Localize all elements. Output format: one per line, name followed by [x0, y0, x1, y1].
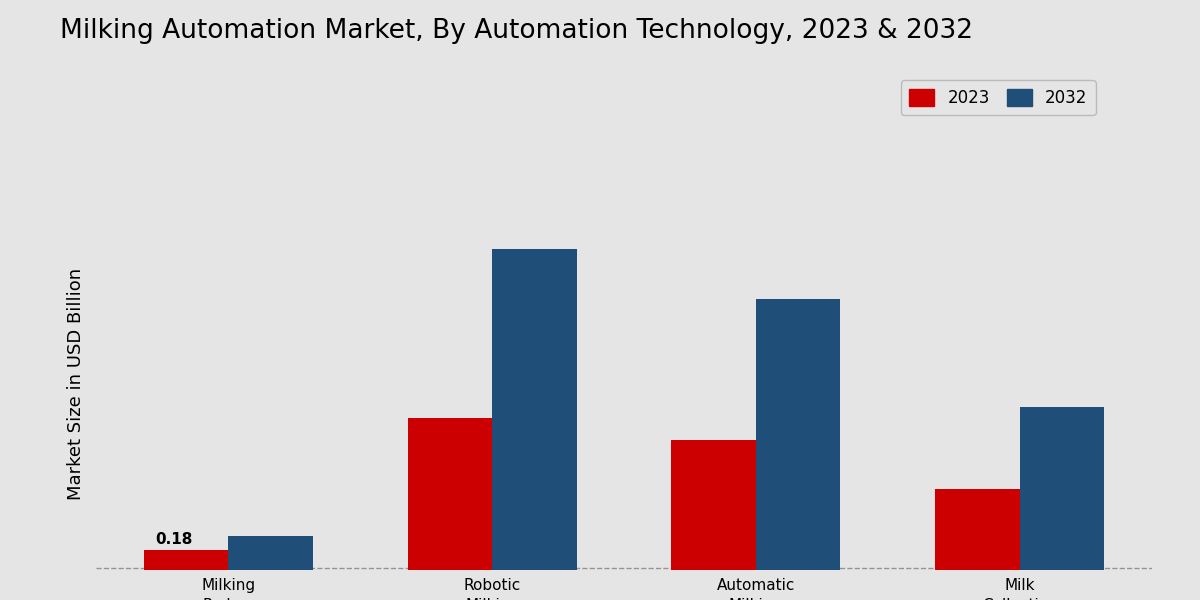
Y-axis label: Market Size in USD Billion: Market Size in USD Billion: [67, 268, 85, 500]
Bar: [144, 550, 228, 570]
Bar: [408, 418, 492, 570]
Bar: [756, 299, 840, 570]
Bar: [672, 440, 756, 570]
Legend: 2023, 2032: 2023, 2032: [901, 80, 1096, 115]
Bar: [935, 489, 1020, 570]
Bar: [492, 249, 576, 570]
Text: Milking Automation Market, By Automation Technology, 2023 & 2032: Milking Automation Market, By Automation…: [60, 18, 973, 44]
Text: 0.18: 0.18: [156, 532, 193, 547]
Bar: [1020, 407, 1104, 570]
Bar: [228, 536, 313, 570]
